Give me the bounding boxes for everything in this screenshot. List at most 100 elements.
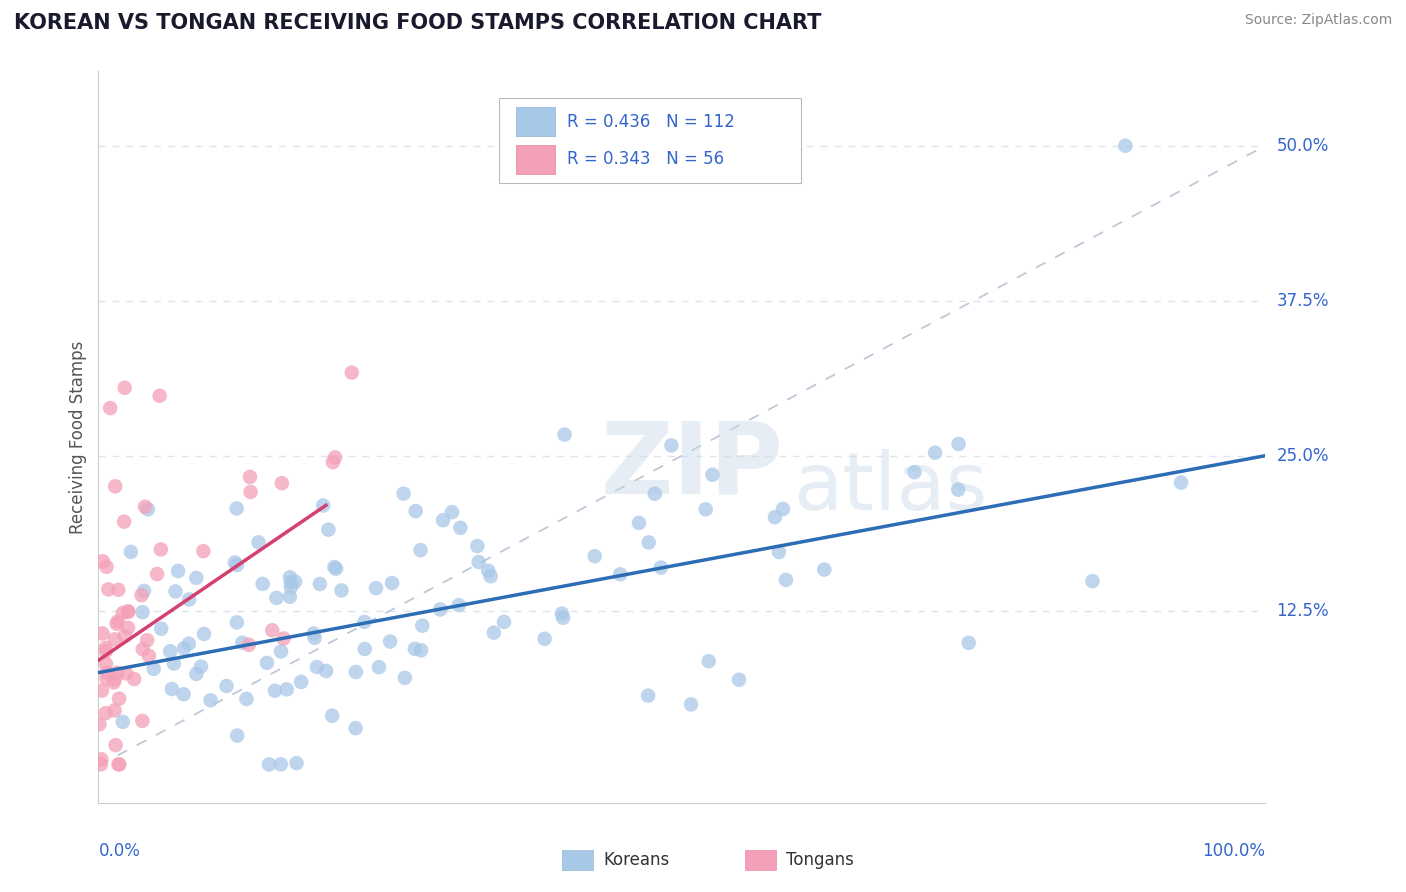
Point	[340, 366, 363, 380]
Point	[91, 554, 114, 568]
Point	[215, 679, 238, 693]
Point	[772, 502, 794, 516]
Point	[1170, 475, 1192, 490]
Point	[134, 500, 156, 514]
Point	[136, 633, 159, 648]
Point	[284, 574, 307, 589]
Point	[138, 648, 160, 663]
Point	[323, 450, 346, 465]
Point	[957, 636, 980, 650]
Point	[146, 567, 169, 582]
Point	[432, 513, 454, 527]
Text: atlas: atlas	[793, 450, 987, 527]
Point	[404, 641, 426, 656]
Point	[533, 632, 555, 646]
Point	[231, 636, 253, 650]
Point	[96, 672, 118, 686]
Point	[553, 611, 575, 625]
Point	[149, 542, 172, 557]
Point	[247, 535, 270, 549]
Point	[98, 401, 121, 415]
Point	[224, 556, 246, 570]
Point	[479, 569, 502, 583]
Point	[305, 660, 328, 674]
Point	[409, 543, 432, 558]
Point	[225, 615, 247, 630]
Text: Tongans: Tongans	[786, 851, 853, 869]
Point	[270, 644, 292, 658]
Point	[330, 583, 353, 598]
Point	[609, 567, 631, 582]
Text: R = 0.436   N = 112: R = 0.436 N = 112	[567, 113, 734, 131]
Point	[280, 575, 302, 590]
Point	[270, 476, 292, 491]
Point	[235, 692, 257, 706]
Text: 0.0%: 0.0%	[98, 842, 141, 860]
Point	[467, 539, 489, 553]
Point	[405, 504, 427, 518]
Point	[344, 665, 367, 679]
Point	[90, 752, 112, 766]
Point	[120, 545, 142, 559]
Point	[312, 499, 335, 513]
Text: 12.5%: 12.5%	[1277, 601, 1329, 620]
Point	[695, 502, 717, 516]
Point	[104, 738, 127, 752]
Point	[108, 757, 131, 772]
Point	[775, 573, 797, 587]
Point	[429, 602, 451, 616]
Y-axis label: Receiving Food Stamps: Receiving Food Stamps	[69, 341, 87, 533]
Point	[270, 757, 292, 772]
Point	[681, 698, 703, 712]
Point	[114, 629, 136, 643]
Point	[149, 389, 172, 403]
Point	[309, 577, 332, 591]
Point	[173, 641, 195, 656]
Point	[190, 659, 212, 673]
Point	[637, 535, 659, 549]
Point	[266, 591, 288, 605]
Point	[103, 703, 125, 717]
Point	[94, 657, 117, 671]
Point	[763, 510, 786, 524]
Point	[173, 687, 195, 701]
Text: Source: ZipAtlas.com: Source: ZipAtlas.com	[1244, 13, 1392, 28]
Point	[159, 644, 181, 658]
Text: ZIP: ZIP	[600, 417, 783, 515]
Point	[554, 427, 576, 442]
Point	[276, 682, 298, 697]
Point	[627, 516, 650, 530]
Point	[321, 708, 343, 723]
Point	[467, 555, 489, 569]
Point	[112, 515, 135, 529]
Point	[104, 632, 127, 647]
Point	[447, 598, 470, 612]
Point	[290, 674, 312, 689]
Point	[105, 665, 128, 680]
Point	[768, 545, 790, 559]
Point	[142, 662, 165, 676]
Point	[131, 588, 153, 602]
Point	[304, 631, 326, 645]
Point	[323, 560, 346, 574]
Point	[114, 381, 136, 395]
Point	[322, 455, 344, 469]
Point	[96, 665, 118, 680]
Point	[94, 706, 117, 721]
Point	[353, 642, 375, 657]
Point	[262, 624, 284, 638]
Point	[226, 558, 249, 572]
Point	[378, 634, 401, 648]
Point	[136, 502, 159, 516]
Point	[344, 721, 367, 735]
Point	[238, 638, 260, 652]
Point	[239, 485, 262, 500]
Point	[97, 582, 120, 597]
Point	[107, 615, 129, 629]
Point	[285, 756, 308, 771]
Point	[94, 644, 117, 658]
Point	[278, 570, 301, 584]
Point	[200, 693, 222, 707]
Point	[411, 618, 433, 632]
Point	[160, 681, 183, 696]
